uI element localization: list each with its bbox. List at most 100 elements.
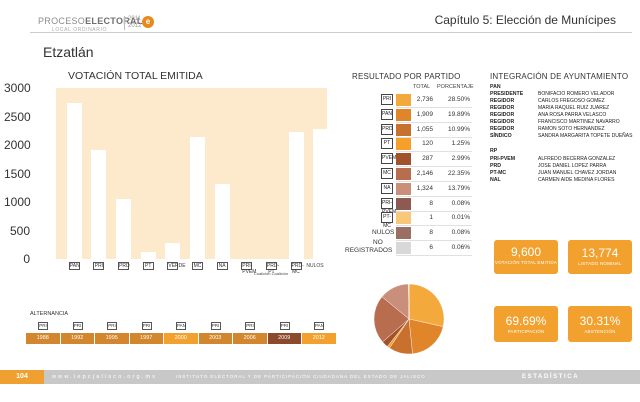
- chapter-title: Capítulo 5: Elección de Munícipes: [434, 13, 616, 27]
- bar-mc: [190, 136, 205, 259]
- alternation-party-icon: PRI: [72, 322, 83, 330]
- council-role: REGIDOR: [490, 126, 515, 132]
- party-percent: 0.08%: [451, 229, 470, 237]
- bar-na: [214, 183, 230, 259]
- total-votes-label: VOTACIÓN TOTAL EMITIDA: [494, 260, 558, 265]
- footer-section: ESTADÍSTICA: [522, 374, 580, 380]
- x-party-logo-icon: VERDE: [167, 262, 186, 270]
- council-role: SÍNDICO: [490, 133, 512, 139]
- alternation-year: 2006: [233, 333, 267, 344]
- process-logo: PROCESOELECTORAL LOCAL ORDINARIO 2011 201…: [38, 14, 158, 38]
- x-label-nulos: NULOS: [306, 263, 324, 269]
- y-tick-label: 3000: [4, 81, 31, 95]
- party-swatch: [396, 197, 411, 210]
- alternation-party-icon: PRI: [210, 322, 221, 330]
- party-swatch: [396, 123, 411, 136]
- footer-url[interactable]: www.iepcjalisco.org.mx: [52, 374, 158, 380]
- council-rp-name: JUAN MANUEL CHAVEZ JORDAN: [538, 170, 617, 176]
- results-title: RESULTADO POR PARTIDO: [352, 72, 461, 81]
- results-pie-chart: [373, 283, 445, 355]
- logo-year-2: 2012: [128, 23, 142, 29]
- party-swatch: [396, 227, 411, 240]
- council-rp-name: ALFREDO BECERRA GONZALEZ: [538, 156, 616, 162]
- total-votes-box: 9,600 VOTACIÓN TOTAL EMITIDA: [494, 240, 558, 274]
- council-member-name: RAMON SOTO HERNANDEZ: [538, 126, 605, 132]
- council-member-name: CARLOS FREGOSO GOMEZ: [538, 98, 605, 104]
- council-rp-party: PRI-PVEM: [490, 156, 516, 162]
- municipality-title: Etzatlán: [43, 44, 94, 60]
- y-tick-label: 1500: [4, 166, 31, 181]
- council-role: REGIDOR: [490, 105, 515, 111]
- pie-slice-pan: [408, 318, 444, 355]
- council-member-name: BONIFACIO ROMERO VELADOR: [538, 91, 615, 97]
- x-party-logo-icon: PAN: [68, 262, 80, 270]
- bar-pan: [66, 103, 82, 259]
- footer-bar: [0, 370, 640, 384]
- council-member-name: ANA ROSA PARRA VELASCO: [538, 112, 607, 118]
- alternation-party-icon: PRI: [245, 322, 255, 330]
- bar-pt: [140, 252, 156, 259]
- abstention-value: 30.31%: [579, 314, 621, 328]
- council-title: INTEGRACIÓN DE AYUNTAMIENTO: [490, 72, 629, 81]
- party-swatch: [396, 212, 411, 225]
- row-divider: [396, 151, 472, 153]
- pie-slice-mc: [373, 296, 410, 343]
- row-divider: [396, 225, 472, 227]
- party-total: 120: [422, 140, 433, 148]
- bar-nulos: [313, 128, 329, 259]
- abstention-box: 30.31% ABSTENCIÓN: [568, 306, 632, 342]
- x-party-logo-icon: PRI-PVEM: [241, 262, 257, 275]
- party-percent: 19.89%: [447, 110, 470, 118]
- row-divider: [396, 255, 472, 256]
- party-logo-icon: PT: [381, 138, 393, 150]
- logo-electoral: ELECTORAL: [85, 16, 143, 26]
- council-rp-party: PRD: [490, 163, 501, 169]
- row-divider: [396, 240, 472, 242]
- label-registrados: REGISTRADOS: [345, 247, 393, 254]
- party-logo-icon: MC: [381, 168, 393, 179]
- party-total: 8: [429, 229, 433, 237]
- alternation-title: ALTERNANCIA: [30, 311, 69, 317]
- alternation-year: 2003: [198, 333, 232, 344]
- party-percent: 22.35%: [447, 170, 470, 177]
- party-total: 1,324: [416, 184, 433, 192]
- label-nulos: NULOS: [372, 229, 395, 237]
- alternation-year: 1988: [26, 333, 60, 344]
- council-member-name: FRANCISCO MARTINEZ NAVARRO: [538, 119, 620, 125]
- party-total: 1: [429, 214, 433, 222]
- header-divider: [30, 32, 632, 33]
- alternation-year: 2000: [164, 333, 198, 344]
- party-swatch: [396, 168, 411, 180]
- party-total: 2,146: [416, 170, 433, 177]
- abstention-label: ABSTENCIÓN: [584, 329, 616, 334]
- row-divider: [396, 136, 472, 138]
- party-percent: 13.79%: [447, 184, 470, 192]
- logo-subtitle: LOCAL ORDINARIO: [52, 27, 107, 33]
- council-rp-party: NAL: [490, 177, 501, 183]
- x-party-logo-icon: PRI: [93, 262, 105, 270]
- council-role: PRESIDENTE: [490, 91, 524, 97]
- logo-year-1: 2011: [128, 16, 141, 22]
- party-swatch: [396, 138, 411, 151]
- alternation-party-icon: PRI: [38, 322, 48, 330]
- results-col-pct: PORCENTAJE: [437, 84, 474, 90]
- bar-chart-plot: [56, 88, 329, 259]
- party-total: 1,055: [416, 125, 433, 133]
- row-divider: [396, 166, 472, 168]
- alternation-party-icon: PAN: [176, 322, 186, 330]
- row-divider: [396, 121, 472, 123]
- party-percent: 28.50%: [447, 96, 470, 103]
- party-swatch: [396, 153, 411, 166]
- party-swatch: [396, 94, 411, 106]
- council-party: PAN: [490, 84, 501, 90]
- party-total: 2,736: [416, 96, 433, 103]
- party-swatch: [396, 108, 411, 121]
- participation-value: 69.69%: [505, 314, 547, 328]
- council-member-name: SANDRA MARGARITA TOPETE DUEÑAS: [538, 133, 633, 139]
- total-votes-value: 9,600: [510, 245, 542, 259]
- logo-seal-icon: e: [142, 16, 154, 28]
- nominal-list-label: LISTADO NOMINAL: [578, 261, 622, 266]
- row-divider: [396, 210, 472, 212]
- party-logo-icon: PT-MC: [381, 212, 393, 229]
- results-col-total: TOTAL: [413, 84, 431, 90]
